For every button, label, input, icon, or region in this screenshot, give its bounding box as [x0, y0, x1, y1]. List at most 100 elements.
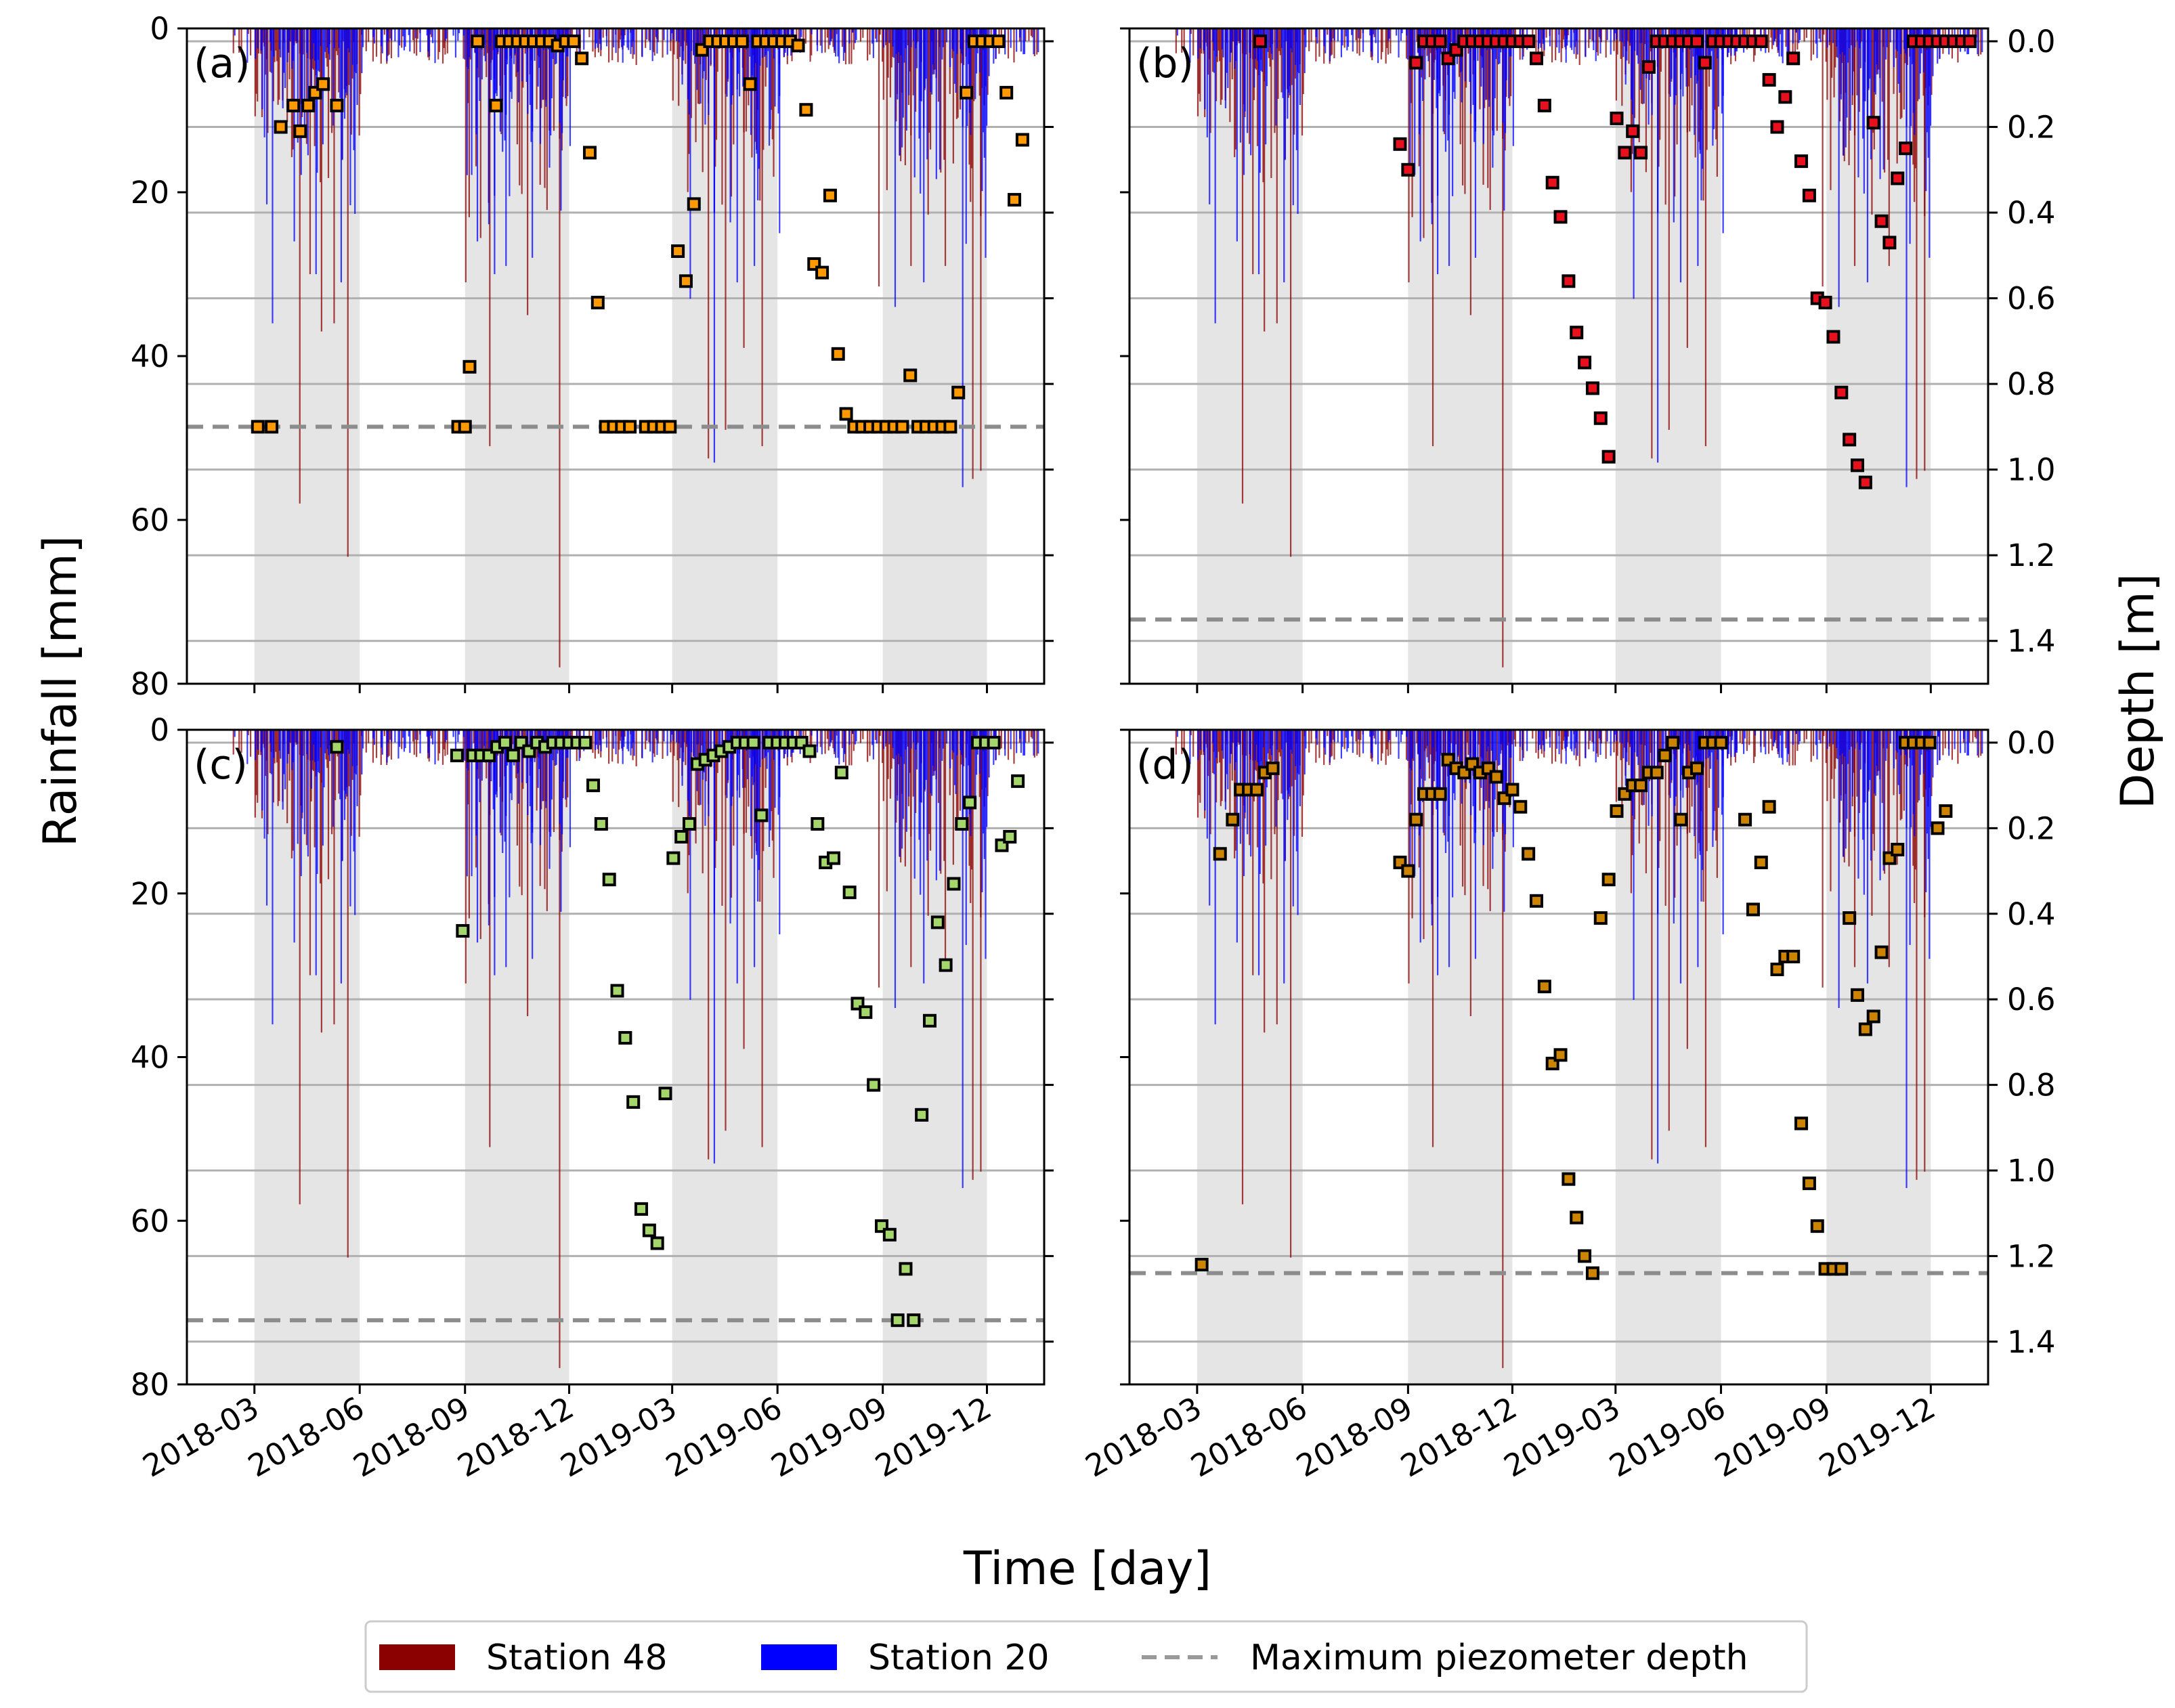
rain-bar-station-20: [1280, 730, 1283, 749]
rain-bar-station-48: [1443, 730, 1446, 836]
rain-bar-station-20: [1869, 730, 1871, 781]
rain-bar-station-20: [1418, 730, 1421, 836]
rain-bar-station-20: [409, 28, 411, 52]
rain-bar-station-20: [1522, 730, 1524, 762]
rain-bar-station-48: [446, 28, 448, 53]
rain-bar-station-20: [1574, 730, 1576, 749]
rain-bar-station-20: [1340, 730, 1343, 759]
rain-bar-station-48: [1645, 28, 1648, 173]
rain-bar-station-20: [432, 730, 434, 745]
rain-bar-station-48: [1318, 730, 1320, 758]
rain-bar-station-20: [646, 730, 648, 741]
rain-bar-station-48: [1423, 28, 1425, 238]
rain-bar-station-20: [273, 28, 275, 57]
depth-marker: [895, 420, 909, 434]
rain-bar-station-20: [1863, 28, 1865, 194]
rain-bar-station-20: [551, 730, 553, 800]
rain-bar-station-20: [708, 730, 710, 816]
depth-marker: [590, 295, 605, 309]
rain-bar-station-20: [399, 28, 401, 46]
rain-bar-station-20: [1209, 28, 1211, 204]
rain-bar-station-20: [1700, 28, 1702, 200]
rain-bar-station-20: [903, 730, 905, 764]
rain-bar-station-48: [1207, 730, 1209, 776]
rain-bar-station-48: [635, 28, 637, 66]
rain-bar-station-48: [570, 730, 572, 740]
depth-marker: [1689, 34, 1704, 48]
rain-bar-station-20: [1037, 730, 1039, 754]
rain-bar-station-48: [1231, 730, 1233, 781]
rain-bar-station-20: [1333, 28, 1335, 41]
rain-bar-station-20: [1519, 730, 1522, 747]
rain-bar-station-20: [1614, 28, 1616, 34]
rain-bar-station-48: [1181, 28, 1183, 53]
rain-bar-station-20: [1699, 28, 1701, 154]
rain-bar-station-48: [1315, 28, 1317, 62]
rain-bar-station-20: [1826, 730, 1828, 749]
rain-bar-station-48: [1917, 28, 1919, 102]
rain-bar-station-20: [1176, 28, 1178, 36]
depth-marker: [859, 1005, 873, 1020]
depth-marker: [1851, 988, 1865, 1002]
rain-bar-station-48: [1280, 730, 1283, 794]
rain-bar-station-20: [1406, 28, 1408, 36]
rain-bar-station-20: [1816, 730, 1818, 760]
rain-bar-station-48: [1630, 730, 1633, 894]
rain-bar-station-48: [1861, 28, 1863, 42]
rain-bar-station-20: [484, 730, 486, 763]
rain-bar-station-20: [704, 28, 706, 125]
rain-bar-station-20: [1679, 730, 1682, 984]
rain-bar-station-48: [1356, 730, 1358, 755]
rain-bar-station-20: [1624, 730, 1627, 786]
rain-bar-station-48: [1555, 28, 1557, 60]
rain-bar-station-48: [940, 28, 942, 173]
rain-bar-station-20: [1815, 28, 1817, 44]
rain-bar-station-48: [980, 28, 982, 471]
rain-bar-station-20: [1589, 730, 1591, 741]
depth-tick-label: 0.8: [2007, 1068, 2056, 1103]
depth-marker: [743, 77, 757, 91]
rain-bar-station-48: [274, 730, 276, 764]
rain-bar-station-20: [1019, 28, 1021, 38]
rain-bar-station-48: [431, 28, 433, 37]
rain-bar-station-20: [527, 730, 529, 815]
rain-bar-station-48: [771, 28, 773, 139]
rain-bar-station-20: [899, 28, 901, 156]
rain-bar-station-20: [537, 28, 539, 87]
rain-bar-station-20: [1576, 28, 1578, 55]
rain-bar-station-20: [1387, 28, 1390, 41]
depth-marker: [674, 830, 689, 844]
rain-bar-station-20: [1345, 28, 1347, 37]
rain-bar-station-48: [1792, 730, 1794, 766]
rain-bar-station-48: [553, 730, 555, 833]
rain-bar-station-20: [1963, 28, 1965, 38]
rain-bar-station-20: [736, 28, 738, 283]
depth-marker: [815, 265, 830, 280]
legend-item-station-20: Station 20: [761, 1638, 1050, 1678]
rain-bar-station-48: [542, 730, 544, 802]
rain-bar-station-48: [907, 730, 909, 747]
rain-bar-station-20: [489, 730, 491, 748]
rain-bar-station-20: [306, 730, 308, 755]
rain-bar-station-20: [469, 28, 471, 58]
rain-bar-station-20: [1276, 28, 1278, 49]
rain-bar-station-20: [777, 730, 779, 815]
rain-bar-station-48: [438, 28, 441, 52]
depth-marker: [1634, 146, 1648, 160]
rain-bar-station-20: [565, 28, 567, 99]
rain-bar-station-48: [695, 730, 697, 844]
rain-bar-station-20: [292, 730, 295, 762]
rain-bar-station-48: [1694, 28, 1696, 158]
rain-bar-station-20: [1315, 28, 1317, 37]
rain-bar-station-20: [557, 28, 560, 43]
rain-bar-station-20: [1828, 730, 1831, 744]
rain-bar-station-48: [811, 730, 813, 757]
rain-bar-station-48: [765, 730, 767, 788]
rain-bar-station-48: [1664, 28, 1666, 205]
rain-bar-station-20: [1882, 730, 1885, 871]
rain-bar-station-48: [257, 28, 259, 53]
date-tick-label: 2019-06: [1603, 1390, 1731, 1485]
rainfall-tick-label: 20: [131, 876, 169, 912]
rain-bar-station-20: [1839, 28, 1841, 54]
rain-bar-station-20: [1694, 730, 1697, 777]
